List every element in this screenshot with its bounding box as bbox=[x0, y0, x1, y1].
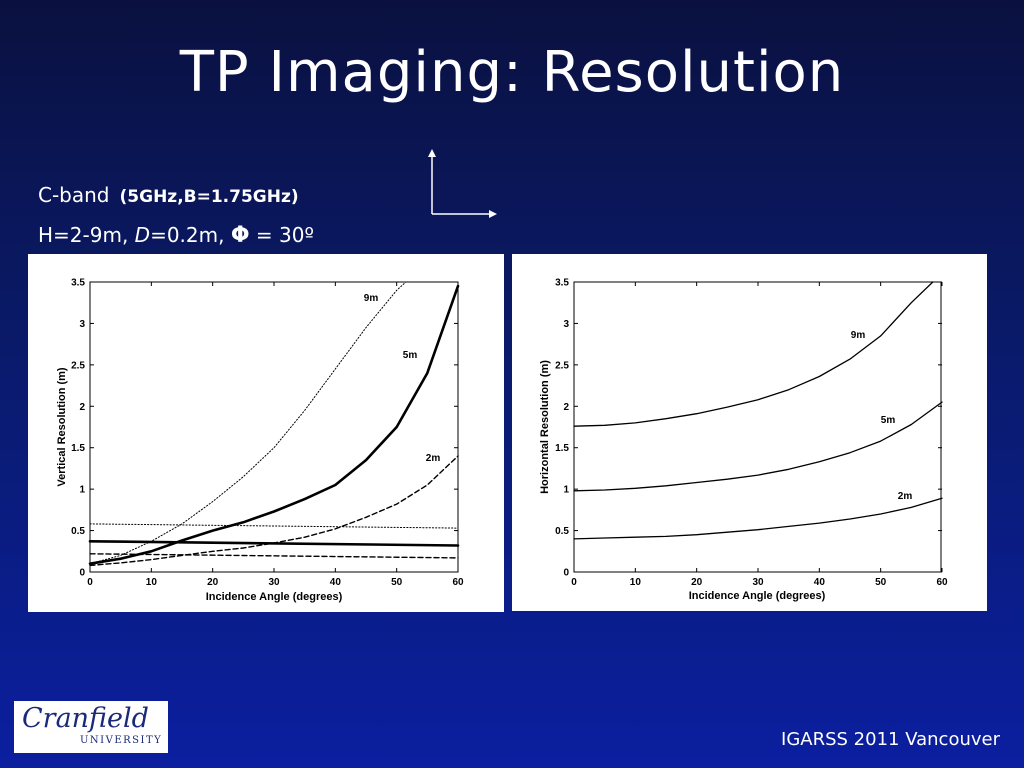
x-tick-label: 20 bbox=[691, 577, 703, 588]
x-tick-label: 60 bbox=[452, 577, 464, 588]
vertical-resolution-chart: 0 10 20 30 40 50 60 0 0.5 1 1.5 2 2.5 3 3.5 Incidence … bbox=[28, 254, 504, 612]
horizontal-resolution-chart: 0 10 20 30 40 50 60 0 0.5 1 1.5 2 2.5 3 3.5 Incidence … bbox=[512, 254, 987, 611]
y-tick-label: 3 bbox=[563, 319, 569, 330]
logo-wordmark: Cranfield bbox=[22, 703, 149, 734]
label-9m: 9m bbox=[364, 293, 379, 304]
x-axis-label: Incidence Angle (degrees) bbox=[206, 591, 343, 603]
x-tick-label: 50 bbox=[875, 577, 887, 588]
series-line-baseline-3 bbox=[89, 523, 459, 529]
y-tick-label: 2 bbox=[563, 402, 569, 413]
y-tick-label: 0 bbox=[79, 568, 85, 579]
label-5m: 5m bbox=[403, 350, 418, 361]
series-line-5m bbox=[573, 401, 943, 492]
y-axis-label: Horizontal Resolution (m) bbox=[539, 360, 551, 494]
y-tick-label: 1 bbox=[79, 485, 85, 496]
y-tick-label: 1.5 bbox=[71, 443, 85, 454]
label-9m: 9m bbox=[851, 330, 866, 341]
label-2m: 2m bbox=[898, 491, 913, 502]
tick-layer: 0 10 20 30 40 50 60 0 0.5 1 1.5 2 2.5 3 3.5 bbox=[71, 278, 464, 589]
band-line: C-band (5GHz,B=1.75GHz) bbox=[38, 176, 314, 216]
geometry-line: H=2-9m, D=0.2m, Φ = 30º bbox=[38, 216, 314, 255]
band-name: C-band bbox=[38, 183, 110, 207]
x-tick-label: 0 bbox=[571, 577, 577, 588]
tick-layer: 0 10 20 30 40 50 60 0 0.5 1 1.5 2 2.5 3 3.5 bbox=[555, 278, 948, 589]
geometry-d-var: D bbox=[134, 223, 151, 247]
x-tick-label: 30 bbox=[752, 577, 764, 588]
vertical-resolution-plot: 0 10 20 30 40 50 60 0 0.5 1 1.5 2 2.5 3 3.5 Incidence … bbox=[56, 278, 464, 604]
series-layer bbox=[88, 281, 460, 567]
geometry-angle: = 30º bbox=[249, 223, 314, 247]
phi-symbol: Φ bbox=[230, 223, 250, 248]
series-line-2m bbox=[573, 497, 943, 540]
series-line-baseline-4 bbox=[88, 539, 460, 547]
x-tick-label: 10 bbox=[146, 577, 158, 588]
plot-frame bbox=[89, 281, 459, 573]
x-tick-label: 0 bbox=[87, 577, 93, 588]
series-line-5m bbox=[88, 284, 460, 566]
parameters-text: C-band (5GHz,B=1.75GHz) H=2-9m, D=0.2m, Φ… bbox=[38, 176, 314, 255]
y-tick-label: 1.5 bbox=[555, 443, 569, 454]
series-line-9m bbox=[89, 281, 407, 565]
label-2m: 2m bbox=[426, 453, 441, 464]
series-line-9m bbox=[573, 281, 934, 427]
slide-title: TP Imaging: Resolution bbox=[179, 40, 845, 105]
x-tick-label: 10 bbox=[630, 577, 642, 588]
y-tick-label: 1 bbox=[563, 485, 569, 496]
axes-arrow-icon bbox=[428, 149, 497, 218]
geometry-h: H=2-9m, bbox=[38, 223, 135, 247]
y-tick-label: 2 bbox=[79, 402, 85, 413]
y-tick-label: 2.5 bbox=[555, 360, 569, 371]
x-tick-label: 50 bbox=[391, 577, 403, 588]
series-line-baseline-5 bbox=[89, 553, 459, 559]
logo-subtitle: UNIVERSITY bbox=[80, 735, 163, 746]
x-tick-label: 20 bbox=[207, 577, 219, 588]
x-tick-label: 40 bbox=[330, 577, 342, 588]
band-params: (5GHz,B=1.75GHz) bbox=[119, 187, 299, 207]
y-tick-label: 0.5 bbox=[555, 526, 569, 537]
y-tick-label: 3.5 bbox=[71, 278, 85, 289]
y-axis-label: Vertical Resolution (m) bbox=[56, 367, 68, 487]
x-tick-label: 30 bbox=[268, 577, 280, 588]
horizontal-resolution-plot: 0 10 20 30 40 50 60 0 0.5 1 1.5 2 2.5 3 3.5 Incidence … bbox=[539, 278, 948, 603]
geometry-d-val: =0.2m, bbox=[150, 223, 231, 247]
series-layer bbox=[573, 281, 943, 540]
y-tick-label: 3.5 bbox=[555, 278, 569, 289]
y-tick-label: 2.5 bbox=[71, 360, 85, 371]
x-axis-label: Incidence Angle (degrees) bbox=[689, 590, 826, 602]
footer-text: IGARSS 2011 Vancouver bbox=[781, 729, 1000, 750]
label-5m: 5m bbox=[881, 415, 896, 426]
x-tick-label: 60 bbox=[936, 577, 948, 588]
y-tick-label: 3 bbox=[79, 319, 85, 330]
x-tick-label: 40 bbox=[814, 577, 826, 588]
plot-frame bbox=[573, 281, 942, 573]
y-tick-label: 0 bbox=[563, 568, 569, 579]
cranfield-logo: Cranfield UNIVERSITY bbox=[14, 701, 168, 753]
y-tick-label: 0.5 bbox=[71, 526, 85, 537]
